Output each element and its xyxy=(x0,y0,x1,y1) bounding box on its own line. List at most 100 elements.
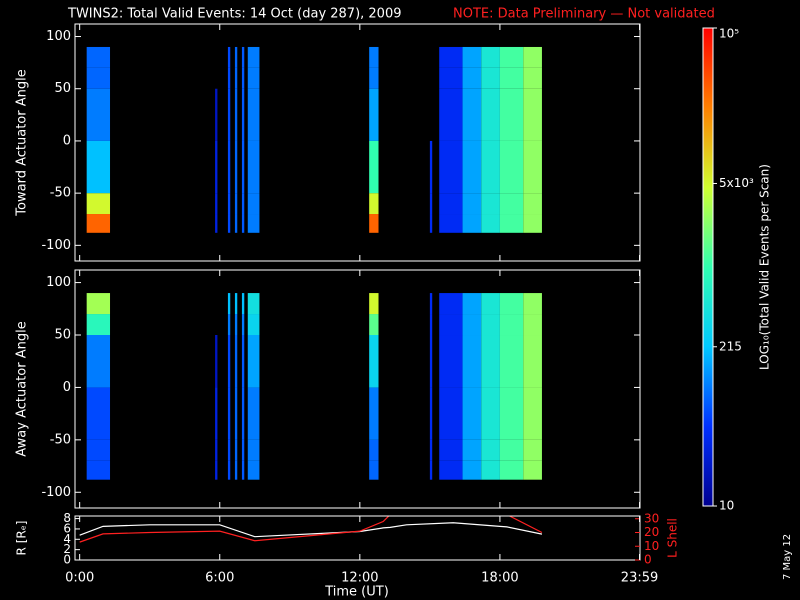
heat-cell xyxy=(215,193,218,215)
y-tick-label: 2 xyxy=(63,542,71,556)
plot-frame xyxy=(74,23,641,262)
heat-cell xyxy=(234,314,238,336)
heat-cell xyxy=(86,293,111,315)
heat-cell xyxy=(429,293,433,315)
heat-cell xyxy=(369,46,379,68)
heat-cell xyxy=(227,46,231,68)
y-tick-label: 6 xyxy=(63,521,71,535)
heat-cell xyxy=(523,193,542,215)
heat-cell xyxy=(234,46,238,68)
heat-cell xyxy=(462,193,482,215)
x-tick-label: 6:00 xyxy=(205,571,234,586)
y-tick-label: -50 xyxy=(50,186,71,201)
heat-cell xyxy=(241,335,245,388)
heat-cell xyxy=(523,293,542,315)
heat-cell xyxy=(86,214,111,233)
heat-cell xyxy=(499,214,524,233)
heat-cell xyxy=(86,439,111,461)
chart-title: TWINS2: Total Valid Events: 14 Oct (day … xyxy=(67,7,402,22)
heat-cell xyxy=(234,88,238,141)
y-tick-label: 50 xyxy=(54,328,71,343)
heat-cell xyxy=(86,387,111,440)
heat-cell xyxy=(227,460,231,480)
heat-cell xyxy=(247,88,260,141)
heat-cell xyxy=(462,88,482,141)
heat-cell xyxy=(227,88,231,141)
heat-cell xyxy=(215,88,218,141)
heat-cell xyxy=(234,335,238,388)
plot-frame xyxy=(74,269,641,509)
heat-cell xyxy=(439,67,463,89)
colorbar-tick-label: 10 xyxy=(719,499,734,513)
colorbar xyxy=(702,27,714,507)
heat-cell xyxy=(86,88,111,141)
heat-cell xyxy=(429,314,433,336)
heat-cell xyxy=(523,140,542,194)
heat-cell xyxy=(481,214,500,233)
heat-cell xyxy=(523,335,542,388)
heat-cell xyxy=(215,335,218,388)
plot-frame xyxy=(74,515,641,561)
heat-cell xyxy=(227,439,231,461)
heat-cell xyxy=(481,314,500,336)
heat-cell xyxy=(215,439,218,461)
heat-cell xyxy=(499,88,524,141)
heat-cell xyxy=(499,67,524,89)
heat-cell xyxy=(429,460,433,480)
heat-cell xyxy=(439,214,463,233)
heat-cell xyxy=(227,293,231,315)
y2-tick-label: 0 xyxy=(644,553,652,567)
heat-cell xyxy=(241,193,245,215)
heat-cell xyxy=(499,460,524,480)
heat-cell xyxy=(462,335,482,388)
heat-cell xyxy=(481,88,500,141)
heat-cell xyxy=(86,67,111,89)
heat-cell xyxy=(241,46,245,68)
heat-cell xyxy=(86,460,111,480)
y-tick-label: -100 xyxy=(41,238,71,253)
heat-cell xyxy=(86,140,111,194)
heat-cell xyxy=(215,387,218,440)
orbit-line xyxy=(79,522,543,538)
heat-cell xyxy=(462,439,482,461)
heat-cell xyxy=(523,214,542,233)
x-tick-label: 18:00 xyxy=(481,571,518,586)
heat-cell xyxy=(241,140,245,194)
heat-cell xyxy=(247,335,260,388)
heat-cell xyxy=(227,214,231,233)
heat-cell xyxy=(369,314,379,336)
heat-cell xyxy=(462,67,482,89)
y-tick-label: -50 xyxy=(50,432,71,447)
heat-cell xyxy=(523,460,542,480)
heat-cell xyxy=(499,193,524,215)
y-tick-label: 0 xyxy=(63,133,71,148)
heat-cell xyxy=(234,387,238,440)
heat-cell xyxy=(247,460,260,480)
y-tick-label: 4 xyxy=(63,532,71,546)
heat-cell xyxy=(241,387,245,440)
heat-cell xyxy=(369,88,379,141)
heat-cell xyxy=(215,140,218,194)
heat-cell xyxy=(439,460,463,480)
heat-cell xyxy=(429,439,433,461)
orbit-line xyxy=(79,516,543,543)
y-tick-label: 100 xyxy=(46,29,71,44)
colorbar-label: LOG₁₀(Total Valid Events per Scan) xyxy=(758,164,772,370)
heat-cell xyxy=(247,140,260,194)
heat-cell xyxy=(462,387,482,440)
heat-cell xyxy=(234,214,238,233)
heat-cell xyxy=(86,46,111,68)
heat-cell xyxy=(439,46,463,68)
heat-cell xyxy=(439,387,463,440)
y2-tick-label: 20 xyxy=(644,525,659,539)
heat-cell xyxy=(481,387,500,440)
heat-cell xyxy=(247,387,260,440)
date-stamp: 7 May 12 xyxy=(782,534,793,580)
heat-cell xyxy=(234,67,238,89)
heat-cell xyxy=(462,314,482,336)
y-tick-label: 0 xyxy=(63,380,71,395)
heat-cell xyxy=(462,460,482,480)
heat-cell xyxy=(429,335,433,388)
heat-cell xyxy=(481,67,500,89)
heat-cell xyxy=(523,314,542,336)
